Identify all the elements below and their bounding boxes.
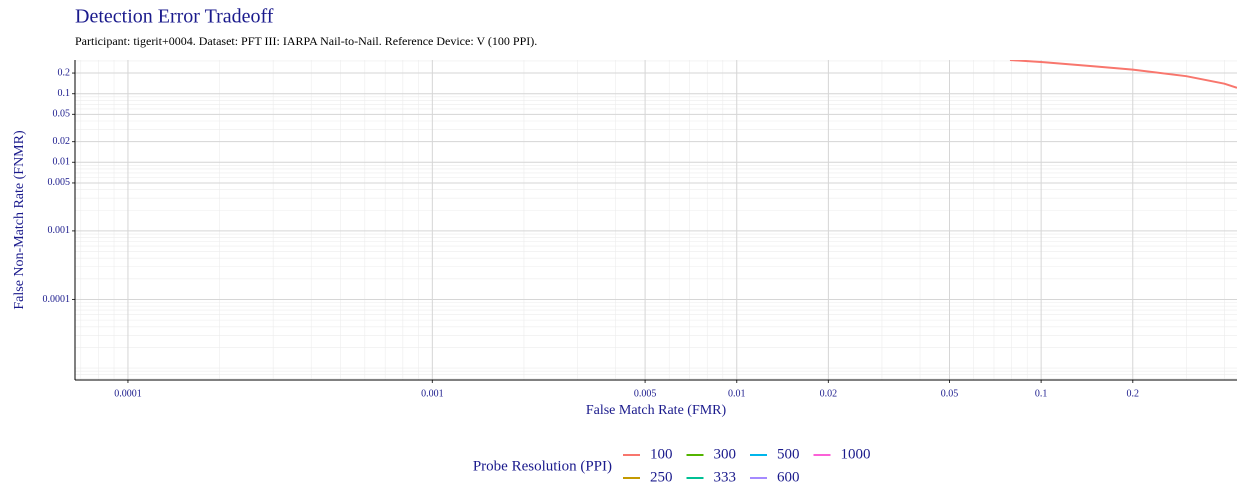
y-tick-label: 0.0001: [43, 294, 71, 305]
chart-title: Detection Error Tradeoff: [75, 6, 274, 28]
chart-subtitle: Participant: tigerit+0004. Dataset: PFT …: [75, 34, 537, 48]
legend-label: 500: [777, 446, 800, 462]
y-tick-label: 0.2: [58, 67, 71, 78]
legend-label: 250: [650, 469, 673, 485]
y-tick-label: 0.05: [53, 109, 71, 120]
x-tick-label: 0.005: [634, 388, 657, 399]
legend-label: 333: [714, 469, 737, 485]
legend-label: 100: [650, 446, 673, 462]
x-tick-label: 0.02: [820, 388, 838, 399]
plot-area: [1009, 60, 1237, 89]
legend-label: 300: [714, 446, 737, 462]
x-tick-label: 0.001: [421, 388, 444, 399]
y-axis-label: False Non-Match Rate (FNMR): [12, 130, 27, 310]
legend-title: Probe Resolution (PPI): [473, 458, 612, 474]
legend-label: 1000: [841, 446, 871, 462]
y-tick-label: 0.1: [58, 88, 71, 99]
x-tick-label: 0.05: [941, 388, 959, 399]
y-tick-label: 0.02: [53, 136, 71, 147]
x-tick-label: 0.2: [1127, 388, 1140, 399]
y-tick-label: 0.001: [48, 225, 71, 236]
y-tick-label: 0.005: [48, 177, 71, 188]
y-tick-label: 0.01: [53, 157, 71, 168]
series-line: [1009, 60, 1237, 89]
x-axis-label: False Match Rate (FMR): [586, 403, 727, 418]
legend-label: 600: [777, 469, 800, 485]
x-tick-label: 0.01: [728, 388, 746, 399]
x-tick-label: 0.0001: [114, 388, 142, 399]
x-tick-label: 0.1: [1035, 388, 1048, 399]
